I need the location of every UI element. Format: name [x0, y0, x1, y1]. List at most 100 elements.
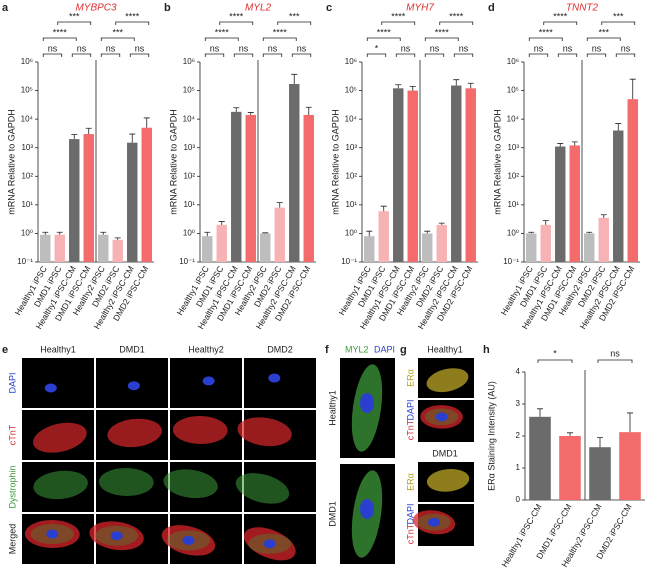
significance-bracket [204, 53, 225, 57]
significance-label: ns [268, 43, 278, 53]
error-bar [586, 231, 593, 234]
significance-label: *** [69, 11, 80, 21]
significance-bracket [615, 53, 636, 57]
y-tick-label: 10³ [345, 143, 357, 152]
cell-body [426, 468, 470, 492]
bar [540, 224, 551, 262]
y-tick-label: 10⁶ [345, 57, 357, 66]
y-tick-label: 3 [516, 399, 521, 408]
bar [54, 234, 65, 262]
bar [559, 436, 581, 500]
significance-bracket [395, 53, 416, 57]
error-bar [537, 408, 543, 417]
cell-body [163, 469, 218, 499]
error-bar [143, 117, 150, 128]
significance-bracket [543, 21, 578, 25]
significance-label: **** [125, 11, 140, 21]
y-tick-label: 0 [516, 495, 521, 504]
significance-label: * [375, 43, 379, 53]
channel-label: DAPI [405, 503, 415, 524]
channel-label: DAPI [405, 399, 415, 420]
y-tick-label: 10³ [507, 143, 519, 152]
error-bar [629, 78, 636, 100]
error-bar [571, 141, 578, 146]
significance-bracket [439, 21, 474, 25]
nucleus [44, 383, 57, 393]
row-label: Merged [7, 524, 17, 555]
y-tick-label: 10² [21, 171, 33, 180]
error-bar [71, 134, 78, 140]
error-bar [395, 84, 402, 89]
error-bar [567, 432, 573, 436]
nucleus [360, 499, 374, 519]
bar [378, 211, 389, 262]
significance-bracket [100, 53, 121, 57]
row-label: cTnT [7, 424, 17, 445]
significance-label: **** [215, 27, 230, 37]
significance-bracket [71, 53, 92, 57]
x-tick-label: Healthy1 iPSC-CM [499, 502, 543, 569]
significance-bracket [597, 359, 633, 363]
cell-body [98, 468, 154, 497]
bar [589, 447, 611, 500]
significance-bracket [262, 53, 283, 57]
significance-label: **** [553, 11, 568, 21]
panel-letter: c [326, 2, 332, 14]
y-tick-label: 10² [183, 171, 195, 180]
error-bar [247, 112, 254, 115]
significance-label: *** [289, 11, 300, 21]
bar [127, 142, 138, 262]
significance-bracket [291, 53, 312, 57]
significance-label: ns [592, 43, 602, 53]
y-axis-label: ERα Staining Intensity (AU) [486, 381, 496, 491]
error-bar [291, 73, 298, 84]
y-tick-label: 10⁰ [345, 229, 357, 238]
bar [598, 217, 609, 262]
significance-label: *** [613, 11, 624, 21]
nucleus [428, 517, 441, 527]
y-tick-label: 10⁵ [507, 86, 519, 95]
row-label: DAPI [7, 372, 17, 393]
significance-label: * [553, 348, 557, 358]
error-bar [627, 412, 633, 433]
significance-label: *** [112, 27, 123, 37]
error-bar [262, 232, 269, 234]
significance-label: ns [430, 43, 440, 53]
significance-bracket [42, 53, 63, 57]
bar [98, 234, 109, 262]
error-bar [42, 231, 49, 235]
channel-label: cTnT [405, 419, 415, 440]
y-tick-label: 10⁻¹ [503, 257, 519, 266]
y-tick-label: 10⁵ [21, 86, 33, 95]
bar [216, 224, 227, 262]
bar [231, 111, 242, 262]
group-label: DMD1 [432, 448, 458, 458]
significance-label: ns [77, 43, 87, 53]
nucleus [182, 535, 195, 545]
significance-label: **** [435, 27, 450, 37]
bar [274, 207, 285, 262]
bar [407, 90, 418, 262]
panel-letter: e [2, 344, 8, 356]
y-tick-label: 10⁶ [183, 57, 195, 66]
cell-body [33, 422, 87, 453]
bar [289, 83, 300, 262]
significance-bracket [586, 53, 607, 57]
bar [245, 114, 256, 262]
significance-bracket [57, 21, 92, 25]
error-bar [366, 230, 373, 237]
bar [141, 127, 152, 262]
significance-bracket [219, 21, 254, 25]
panel-letter: h [483, 344, 490, 356]
bar [465, 88, 476, 262]
error-bar [204, 231, 211, 237]
significance-bracket [233, 53, 254, 57]
bar [83, 134, 94, 262]
y-tick-label: 10⁻¹ [341, 257, 357, 266]
channel-label: ERα [405, 473, 415, 491]
y-tick-label: 10⁵ [183, 86, 195, 95]
significance-bracket [453, 53, 474, 57]
significance-label: **** [539, 27, 554, 37]
nucleus [46, 529, 59, 539]
